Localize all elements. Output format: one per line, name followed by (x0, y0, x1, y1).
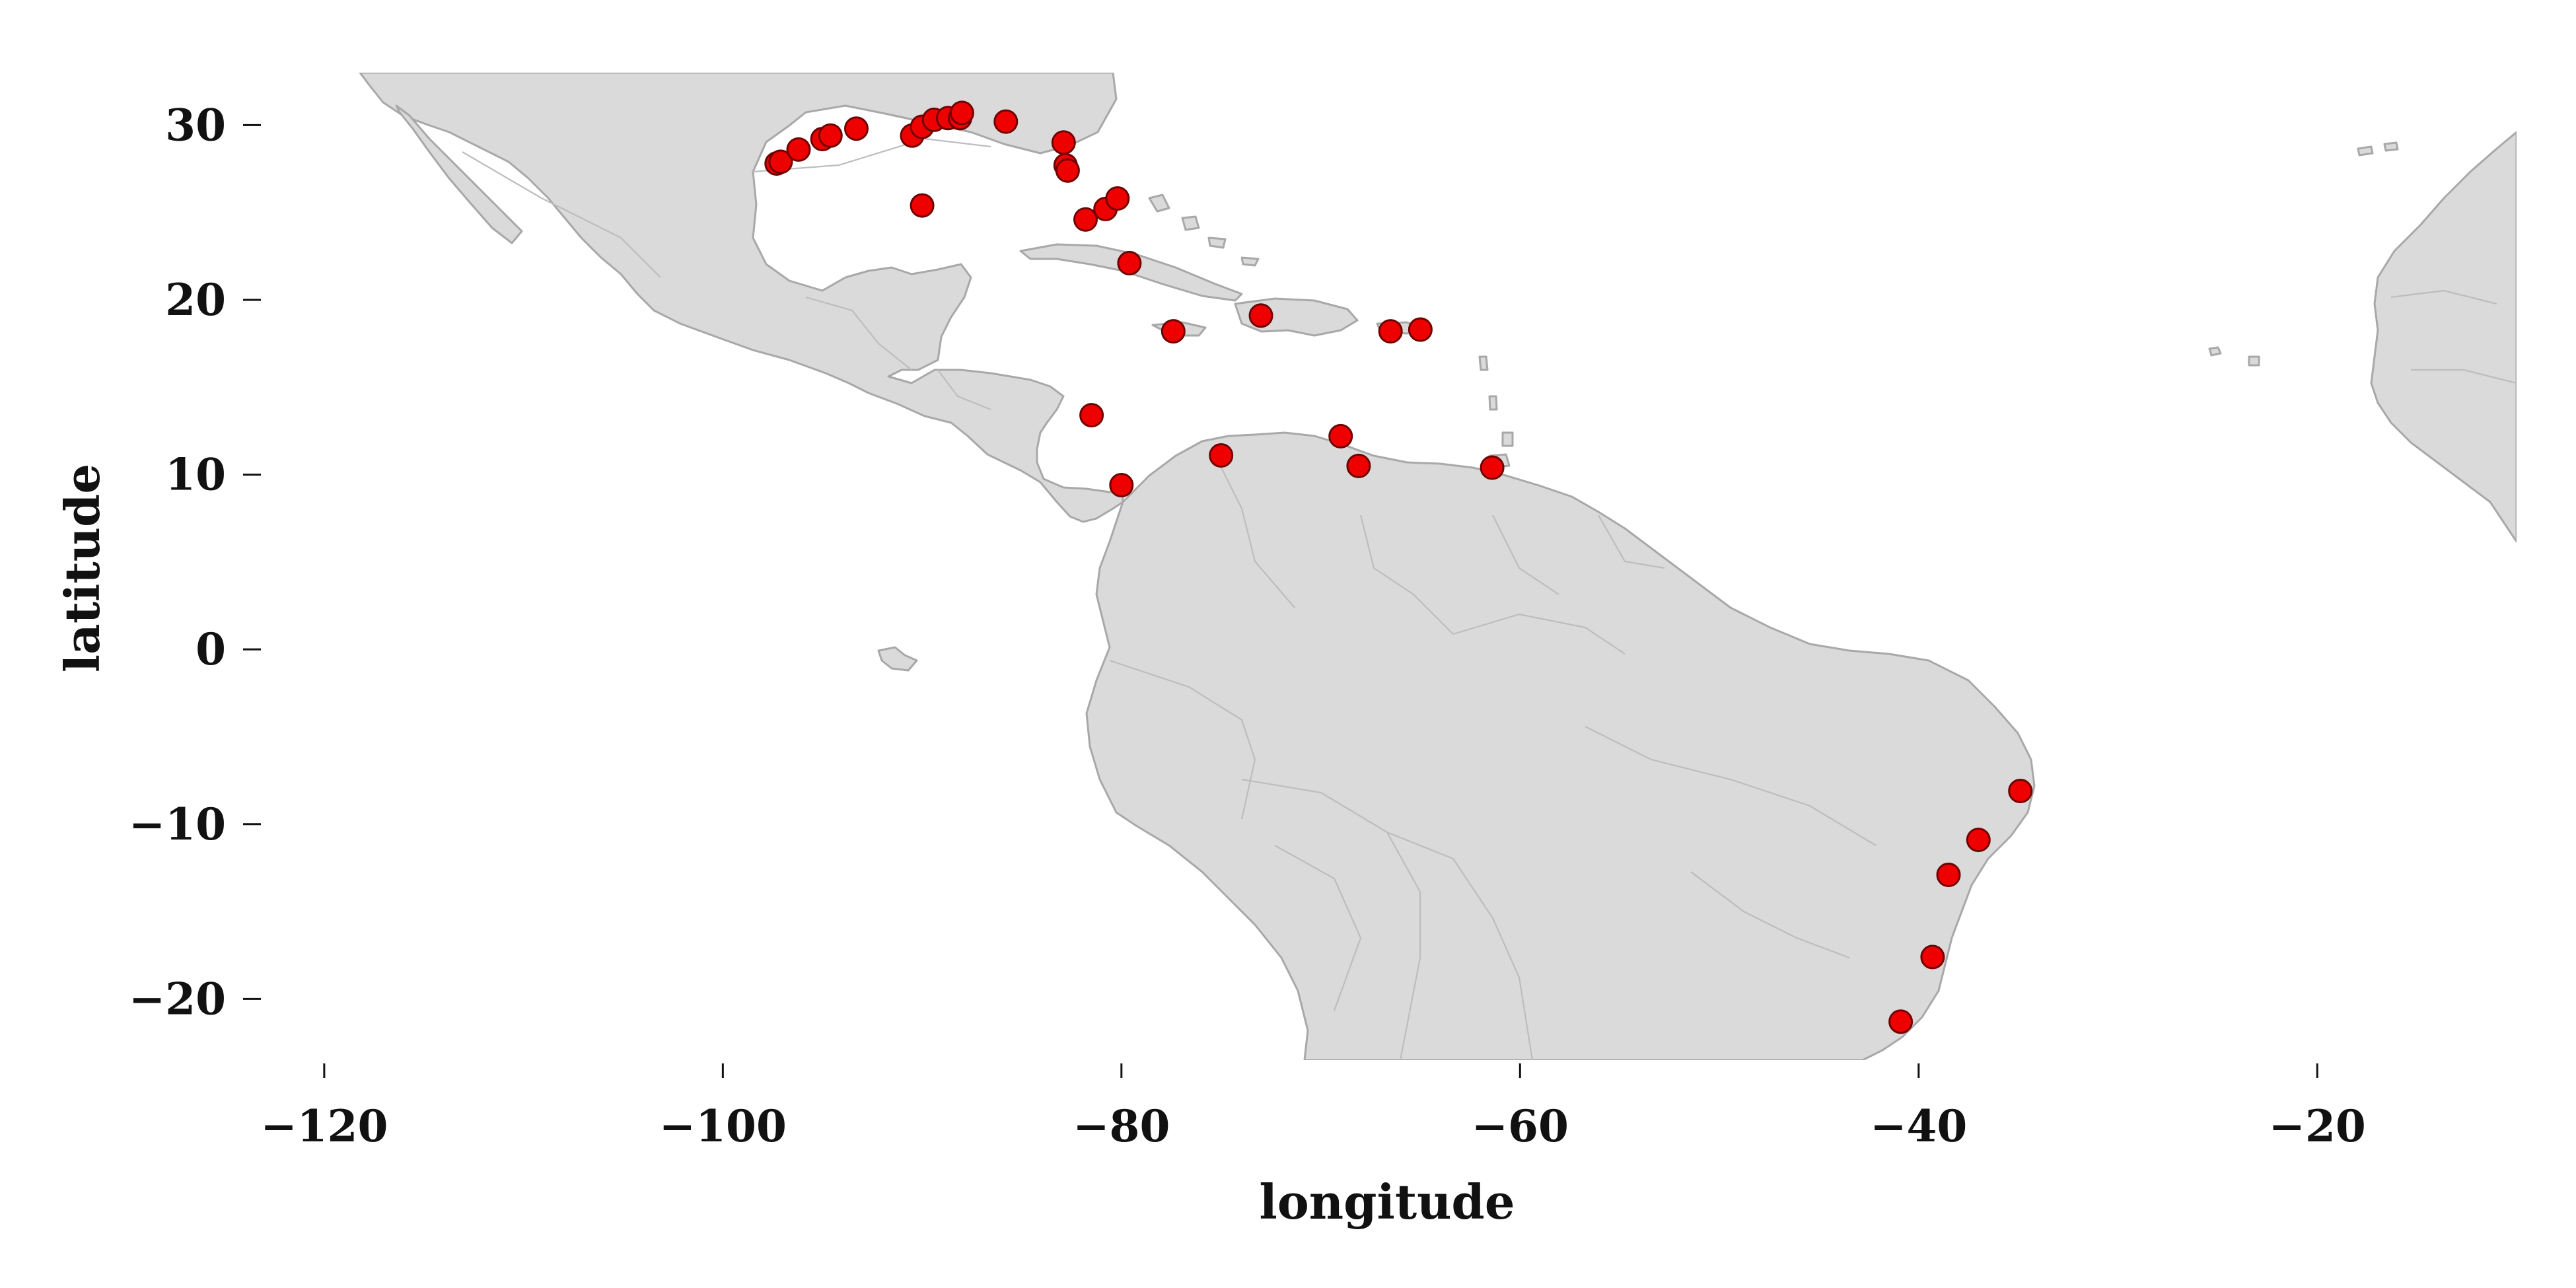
x-tick-label: −120 (260, 1100, 388, 1152)
x-tick-label: −60 (1472, 1100, 1569, 1152)
y-tick-label: 10 (165, 449, 226, 501)
location-point[interactable] (1209, 443, 1234, 468)
location-point[interactable] (768, 149, 793, 174)
location-point[interactable] (1055, 158, 1080, 183)
location-point[interactable] (818, 123, 843, 148)
x-tick-label: −100 (659, 1100, 787, 1152)
location-point[interactable] (949, 100, 974, 125)
lesser-antilles (1478, 355, 1514, 447)
west-africa-landmass (2370, 131, 2517, 543)
location-point[interactable] (1248, 303, 1273, 328)
location-point[interactable] (1105, 186, 1130, 211)
location-point[interactable] (910, 193, 935, 218)
baja-california (395, 104, 523, 244)
location-point[interactable] (786, 137, 811, 162)
y-axis: 30 20 10 0 −10 −20 (129, 99, 261, 1024)
y-tick-label: 20 (165, 274, 226, 326)
canary-islands (2357, 141, 2399, 157)
data-points (764, 100, 2033, 1034)
location-point[interactable] (1161, 319, 1186, 344)
map-plot-area[interactable] (359, 73, 2517, 1060)
location-point[interactable] (1920, 945, 1945, 970)
location-point[interactable] (2008, 779, 2033, 803)
location-point[interactable] (1073, 207, 1098, 232)
location-point[interactable] (1328, 423, 1353, 448)
x-tick-label: −20 (2269, 1100, 2366, 1152)
location-point[interactable] (1346, 453, 1371, 478)
location-point[interactable] (1109, 473, 1134, 497)
location-point[interactable] (1378, 319, 1403, 344)
south-america-landmass (1085, 431, 2036, 1060)
location-point[interactable] (1408, 317, 1433, 342)
location-point[interactable] (1936, 863, 1961, 887)
location-point[interactable] (1117, 250, 1142, 275)
x-axis-label: longitude (1259, 1174, 1515, 1230)
north-central-america-landmass (359, 73, 1124, 523)
location-point[interactable] (844, 116, 869, 141)
y-tick-label: 0 (196, 624, 226, 675)
cape-verde-islands (2208, 346, 2260, 367)
location-point[interactable] (1079, 403, 1104, 428)
y-tick-label: −10 (129, 799, 226, 850)
y-tick-label: −20 (129, 973, 226, 1024)
x-axis: −120 −100 −80 −60 −40 −20 (260, 1063, 2366, 1152)
location-point[interactable] (1480, 455, 1505, 480)
location-point[interactable] (1888, 1009, 1914, 1034)
galapagos-islands (877, 646, 918, 672)
country-borders (462, 137, 2517, 1060)
location-point[interactable] (993, 109, 1019, 134)
location-point[interactable] (1966, 828, 1991, 853)
x-tick-label: −80 (1073, 1100, 1170, 1152)
location-point[interactable] (1051, 130, 1076, 155)
bahamas-islands (1148, 194, 1260, 267)
y-axis-label: latitude (54, 464, 110, 672)
y-tick-label: 30 (165, 99, 226, 151)
x-tick-label: −40 (1870, 1100, 1967, 1152)
